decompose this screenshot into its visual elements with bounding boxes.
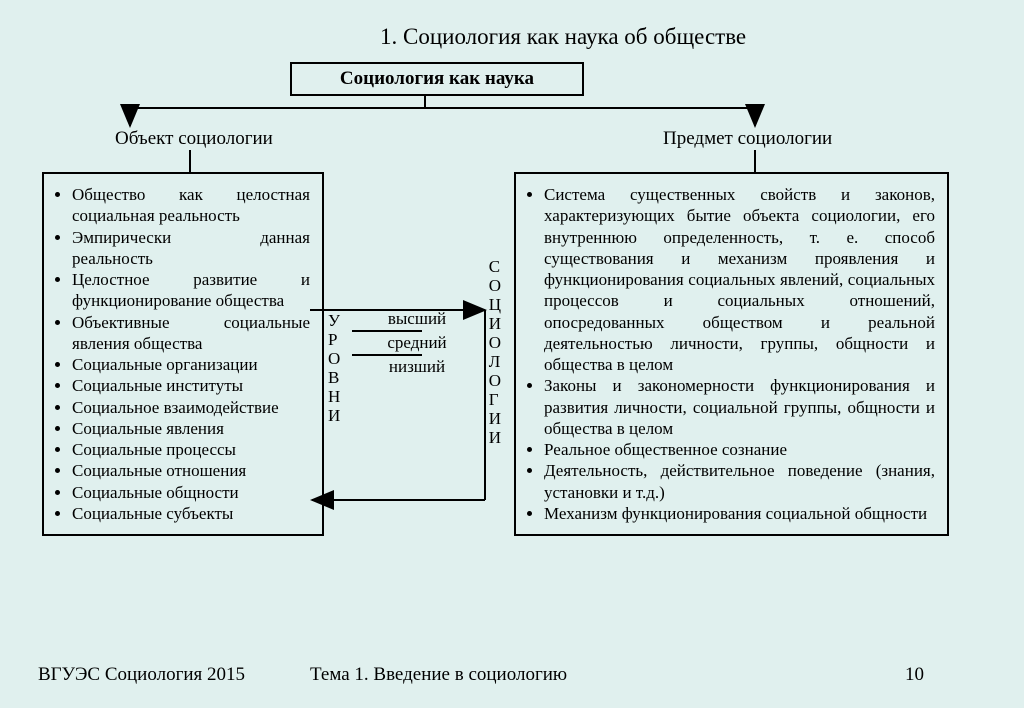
levels-block: УРОВНИ высший средний низший СОЦИОЛОГИИ	[320, 302, 505, 512]
level-mid: средний	[352, 333, 482, 353]
list-item: Объективные социаль­ные явления общества	[72, 312, 310, 355]
list-item: Механизм функционирования социальной общ…	[544, 503, 935, 524]
level-top: высший	[352, 309, 482, 329]
list-item: Социальные общности	[72, 482, 310, 503]
page-title: 1. Социология как наука об обществе	[380, 24, 746, 50]
list-item: Общество как целост­ная социальная реаль…	[72, 184, 310, 227]
footer-page: 10	[905, 664, 924, 686]
list-item: Законы и закономерности функ­ционировани…	[544, 375, 935, 439]
object-list: Общество как целост­ная социальная реаль…	[48, 184, 310, 524]
list-item: Социальные субъекты	[72, 503, 310, 524]
list-item: Социальные отношения	[72, 460, 310, 481]
level-divider	[352, 330, 422, 332]
subject-list: Система существенных свойств и законов, …	[520, 184, 935, 524]
list-item: Реальное общественное сознание	[544, 439, 935, 460]
level-divider	[352, 354, 422, 356]
list-item: Эмпирически данная реальность	[72, 227, 310, 270]
list-item: Социальные явления	[72, 418, 310, 439]
list-item: Социальные организации	[72, 354, 310, 375]
footer-left: ВГУЭС Социология 2015	[38, 664, 245, 686]
list-item: Целостное развитие и функционирование об…	[72, 269, 310, 312]
right-heading: Предмет социологии	[663, 128, 832, 150]
list-item: Система существенных свойств и законов, …	[544, 184, 935, 375]
root-box: Социология как наука	[290, 62, 584, 96]
subject-box: Система существенных свойств и законов, …	[514, 172, 949, 536]
list-item: Социальные процессы	[72, 439, 310, 460]
object-box: Общество как целост­ная социальная реаль…	[42, 172, 324, 536]
vertical-label-levels: УРОВНИ	[328, 312, 340, 426]
list-item: Деятельность, действительное пове­дение …	[544, 460, 935, 503]
left-heading: Объект социологии	[115, 128, 273, 150]
levels: высший средний низший	[352, 308, 482, 378]
footer-mid: Тема 1. Введение в социологию	[310, 664, 567, 686]
level-bot: низший	[352, 357, 482, 377]
vertical-label-sociology: СОЦИОЛОГИИ	[489, 258, 501, 448]
list-item: Социальное взаимо­действие	[72, 397, 310, 418]
list-item: Социальные институты	[72, 375, 310, 396]
